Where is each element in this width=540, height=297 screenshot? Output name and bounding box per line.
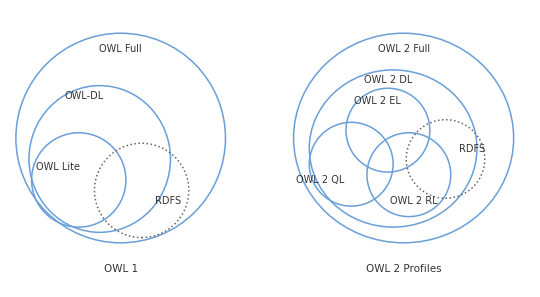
Text: RDFS: RDFS [458, 143, 485, 154]
Text: OWL 2 Profiles: OWL 2 Profiles [366, 264, 441, 274]
Text: OWL-DL: OWL-DL [64, 91, 104, 101]
Text: OWL 2 Full: OWL 2 Full [377, 44, 430, 54]
Text: OWL 2 DL: OWL 2 DL [364, 75, 412, 85]
Text: OWL 1: OWL 1 [104, 264, 138, 274]
Text: OWL 2 EL: OWL 2 EL [354, 96, 401, 106]
Text: OWL 2 QL: OWL 2 QL [295, 175, 344, 185]
Text: OWL Lite: OWL Lite [36, 162, 80, 172]
Text: OWL Full: OWL Full [99, 44, 142, 54]
Text: RDFS: RDFS [155, 196, 181, 206]
Text: OWL 2 RL: OWL 2 RL [390, 196, 438, 206]
